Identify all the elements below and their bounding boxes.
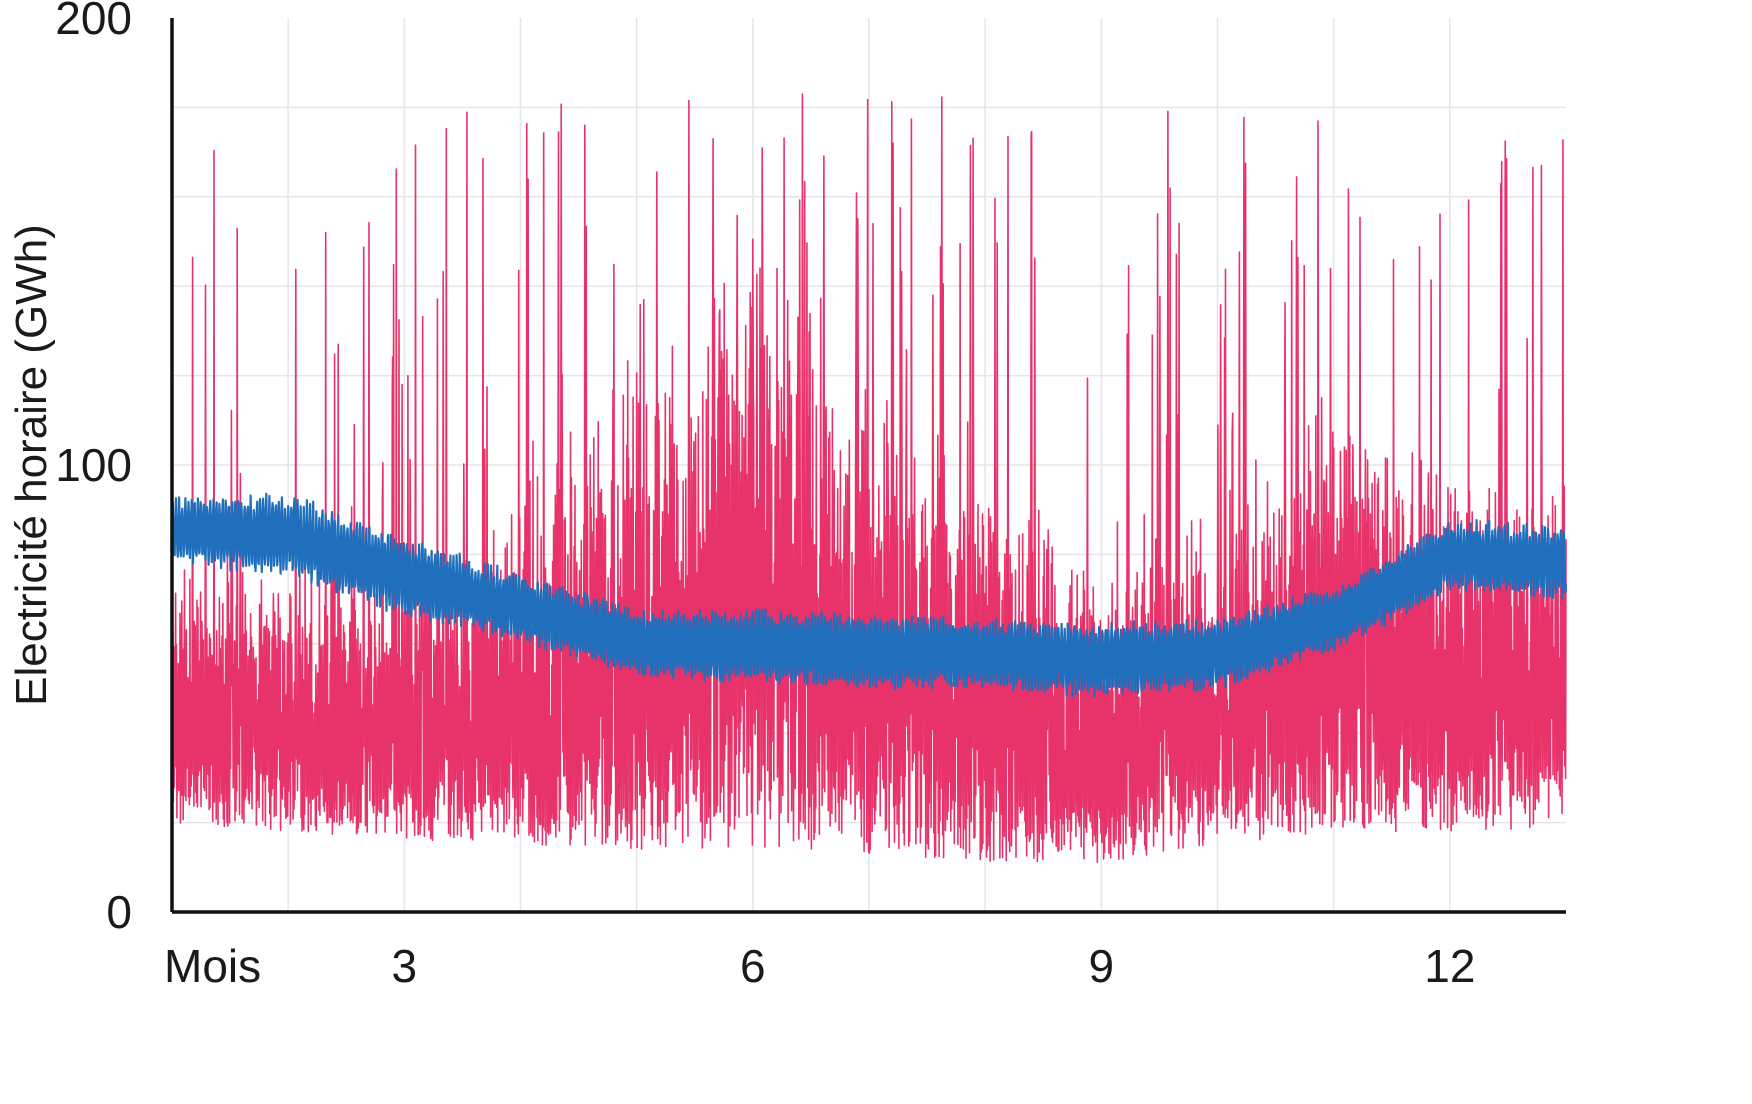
y-tick-label: 100 <box>55 439 132 491</box>
x-axis-title: Mois <box>164 940 261 992</box>
x-tick-label: 12 <box>1424 940 1475 992</box>
tick-labels: 3 6 9 12 0 100 200 <box>55 0 1475 992</box>
series-line-blue <box>170 492 1568 699</box>
y-axis-title: Electricité horaire (GWh) <box>7 224 56 706</box>
x-tick-label: 3 <box>392 940 418 992</box>
y-tick-label: 200 <box>55 0 132 44</box>
series-layer <box>170 93 1568 863</box>
axes <box>170 18 1566 914</box>
x-tick-label: 9 <box>1089 940 1115 992</box>
y-tick-label: 0 <box>106 886 132 938</box>
x-tick-label: 6 <box>740 940 766 992</box>
